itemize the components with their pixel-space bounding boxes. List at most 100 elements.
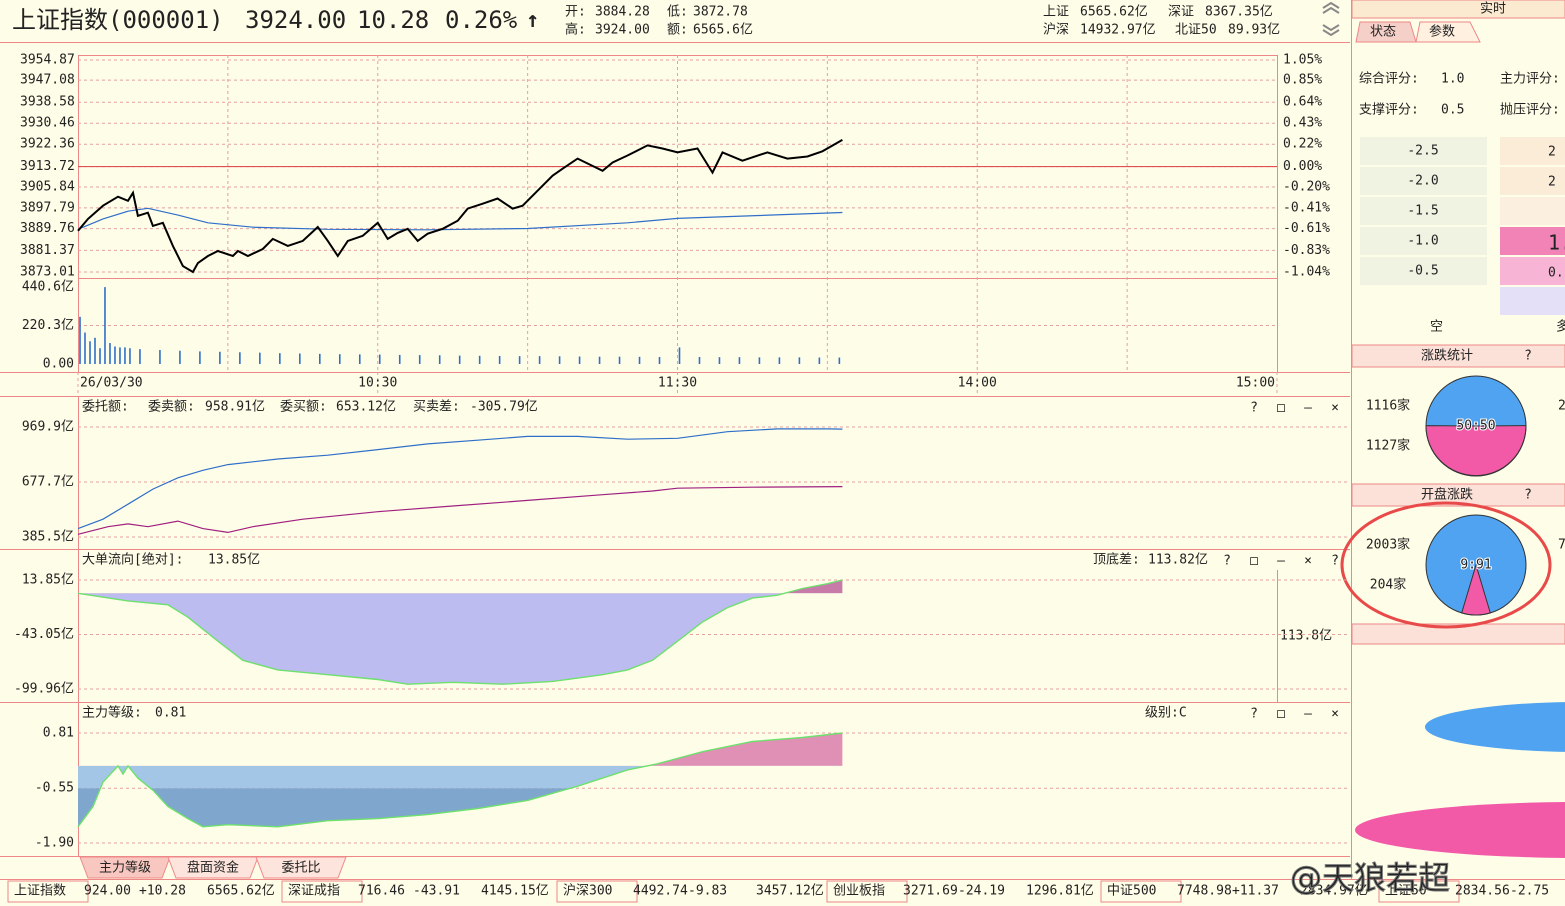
- ticker-value: 3457.12亿: [756, 884, 824, 899]
- pie-slice: [1461, 563, 1491, 616]
- panel-icon[interactable]: —: [1304, 401, 1312, 416]
- price-line: [77, 139, 843, 274]
- area-edge: [77, 579, 843, 685]
- level-current: 0.81: [155, 706, 186, 721]
- bigflow-range: 113.82亿: [1148, 553, 1208, 568]
- entrust-title: 委托额:: [82, 400, 129, 415]
- price-tick-label: 3938.58: [20, 95, 75, 110]
- ticker-name: 上证50: [1385, 884, 1427, 899]
- price-tick-label: 3905.84: [20, 179, 75, 194]
- panel-icon[interactable]: ?: [1250, 401, 1258, 416]
- ticker-name-box: [826, 880, 908, 903]
- market-amount: 6565.62亿: [1080, 5, 1148, 20]
- panel-tick-label: 0.81: [43, 726, 74, 741]
- tab[interactable]: [255, 856, 347, 879]
- long-label: 多: [1556, 319, 1565, 335]
- pie-edge: 2: [1558, 399, 1565, 414]
- panel-tick-label: -1.90: [35, 836, 74, 851]
- pie-help[interactable]: ?: [1524, 488, 1532, 503]
- title: 上证指数(000001): [12, 6, 224, 34]
- level-grade: 级别:C: [1145, 706, 1187, 721]
- quote-low-label: 低:: [667, 5, 688, 20]
- quote-amount: 6565.6亿: [693, 23, 753, 38]
- pct-tick-label: 1.05%: [1283, 53, 1322, 68]
- tab[interactable]: [167, 856, 259, 879]
- watermark: @天狼若超: [1290, 859, 1450, 897]
- ticker-value: -2.75: [1510, 884, 1549, 899]
- panel-icon[interactable]: □: [1277, 707, 1285, 722]
- bigflow-side-label: 113.8亿: [1280, 629, 1332, 644]
- side-panel-layout: [1340, 0, 1565, 858]
- score-box: [1500, 257, 1565, 285]
- quote-amount-label: 额:: [667, 23, 688, 38]
- avg-line: [77, 207, 843, 231]
- side-tab[interactable]: 状态: [1370, 25, 1396, 40]
- tab-label[interactable]: 盘面资金: [187, 860, 239, 876]
- tab-label[interactable]: 委托比: [281, 861, 320, 876]
- price-tick-label: 3922.36: [20, 137, 75, 152]
- pct-tick-label: 0.85%: [1283, 73, 1322, 88]
- entrust-sell-total: 958.91亿: [205, 400, 265, 415]
- price-tick-label: 3947.08: [20, 73, 75, 88]
- collapse-icon: [1322, 1, 1340, 37]
- panel-icon[interactable]: ?: [1250, 707, 1258, 722]
- quote-open: 3884.28: [595, 5, 650, 20]
- pct-tick-label: 0.64%: [1283, 95, 1322, 110]
- bigflow-title: 大单流向[绝对]:: [82, 552, 183, 568]
- score-box: [1360, 257, 1487, 285]
- ticker-value: -43.91: [413, 884, 460, 899]
- market-name: 上证: [1043, 5, 1069, 20]
- pie-title: 涨跌统计: [1421, 348, 1473, 364]
- entrust-sell-label: 委卖额:: [148, 400, 195, 415]
- score-box-label: 2: [1548, 145, 1556, 160]
- sell-line: [77, 428, 843, 530]
- pie-ratio: 50:50: [1456, 419, 1495, 434]
- tab-label[interactable]: 主力等级: [99, 860, 151, 876]
- side-tab[interactable]: 参数: [1429, 24, 1455, 40]
- score-label: 综合评分:: [1359, 72, 1419, 87]
- panel-icon[interactable]: ×: [1331, 707, 1339, 722]
- pie-down-count: 204家: [1370, 577, 1406, 593]
- score-value: 0.5: [1441, 103, 1464, 118]
- market-name: 深证: [1168, 5, 1194, 20]
- price-tick-label: 3873.01: [20, 265, 75, 280]
- score-box-label: 0.: [1548, 266, 1564, 281]
- panel-icon[interactable]: ×: [1304, 554, 1312, 569]
- panel-icon[interactable]: □: [1277, 401, 1285, 416]
- area-edge: [77, 732, 843, 828]
- panel-icon[interactable]: —: [1277, 554, 1285, 569]
- market-name: 北证50: [1175, 23, 1217, 38]
- market-name: 沪深: [1043, 22, 1069, 38]
- ticker-value: 716.46: [358, 884, 405, 899]
- area: [78, 765, 648, 789]
- entrust-buy-total: 653.12亿: [336, 400, 396, 415]
- price-tick-label: 3881.37: [20, 243, 75, 258]
- panel-icon[interactable]: ×: [1331, 401, 1339, 416]
- pct-tick-label: -0.41%: [1283, 200, 1330, 215]
- ticker-value: +11.37: [1232, 884, 1279, 899]
- bigflow-current: 13.85亿: [208, 553, 260, 568]
- quote-high-label: 高:: [565, 22, 586, 38]
- pct-tick-label: 0.43%: [1283, 116, 1322, 131]
- ticker-value: 7748.98: [1177, 884, 1232, 899]
- score-box: [1360, 137, 1487, 165]
- ticker-name-box: [556, 880, 638, 903]
- time-label: 10:30: [358, 376, 397, 391]
- panel-icon[interactable]: ?: [1331, 554, 1339, 569]
- area: [78, 593, 843, 685]
- tab[interactable]: [79, 856, 171, 879]
- panel-icon[interactable]: ?: [1223, 554, 1231, 569]
- ticker-value: -9.83: [688, 884, 727, 899]
- bottom-tabs[interactable]: [79, 856, 347, 879]
- ticker-name: 深证成指: [288, 884, 340, 899]
- pie-help[interactable]: ?: [1524, 349, 1532, 364]
- pct-tick-label: 0.22%: [1283, 137, 1322, 152]
- panel-tick-label: -99.96亿: [14, 682, 74, 697]
- panel-icon[interactable]: —: [1304, 707, 1312, 722]
- pie-down-count: 1127家: [1366, 438, 1410, 454]
- panel-icon[interactable]: □: [1250, 554, 1258, 569]
- score-box: [1360, 227, 1487, 255]
- score-label: 抛压评分:: [1500, 103, 1560, 118]
- ticker-name-box: [1100, 880, 1182, 903]
